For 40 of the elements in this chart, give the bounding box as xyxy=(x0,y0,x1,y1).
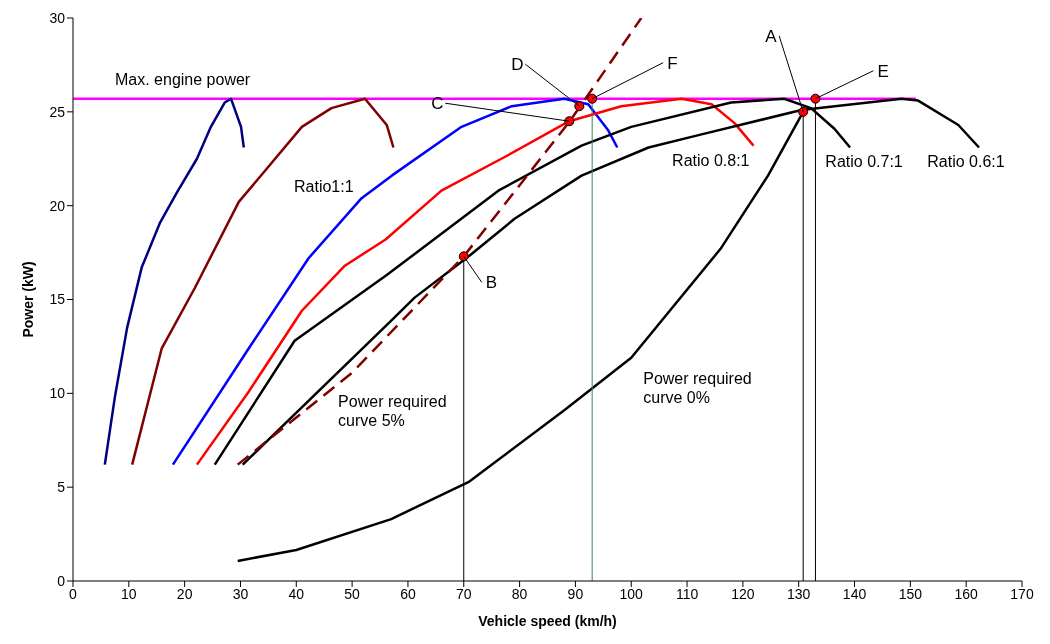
series-label: Ratio1:1 xyxy=(294,178,354,196)
annotation: D xyxy=(511,55,524,75)
x-tick-label: 150 xyxy=(898,585,923,602)
y-tick-label: 10 xyxy=(49,385,66,402)
x-axis-title: Vehicle speed (km/h) xyxy=(478,613,617,629)
x-tick-label: 60 xyxy=(400,585,416,602)
x-tick-label: 0 xyxy=(69,585,78,602)
x-tick-label: 50 xyxy=(344,585,361,602)
x-tick-label: 140 xyxy=(842,585,867,602)
y-axis-title: Power (kW) xyxy=(19,261,36,338)
y-tick-label: 25 xyxy=(49,103,66,120)
x-tick-label: 170 xyxy=(1010,585,1034,602)
series-label: Ratio 0.7:1 xyxy=(825,153,903,171)
x-tick-label: 160 xyxy=(954,585,979,602)
x-tick-label: 130 xyxy=(787,585,811,602)
annotation: C xyxy=(431,94,444,114)
x-tick-label: 10 xyxy=(121,585,137,602)
series-label: Power required curve 5% xyxy=(338,392,447,429)
x-tick-label: 30 xyxy=(232,585,249,602)
x-tick-label: 80 xyxy=(511,585,528,602)
annotation: B xyxy=(485,273,498,293)
series-label: Max. engine power xyxy=(115,70,251,88)
x-tick-label: 70 xyxy=(455,585,472,602)
x-tick-label: 110 xyxy=(675,585,699,602)
annotation: E xyxy=(877,61,889,81)
annotation: F xyxy=(667,53,678,73)
x-tick-label: 20 xyxy=(176,585,193,602)
x-tick-label: 90 xyxy=(567,585,584,602)
series-label: Power required curve 0% xyxy=(643,369,752,406)
y-tick-label: 20 xyxy=(49,197,66,214)
series-label: Ratio 0.8:1 xyxy=(672,151,750,169)
y-tick-label: 30 xyxy=(49,9,66,26)
x-tick-label: 100 xyxy=(619,585,644,602)
series-label: Ratio 0.6:1 xyxy=(927,153,1005,171)
x-tick-label: 120 xyxy=(731,585,755,602)
y-tick-label: 5 xyxy=(57,479,66,496)
y-tick-label: 0 xyxy=(57,572,66,589)
y-tick-label: 15 xyxy=(49,291,66,308)
x-tick-label: 40 xyxy=(288,585,305,602)
annotation: A xyxy=(765,26,778,46)
